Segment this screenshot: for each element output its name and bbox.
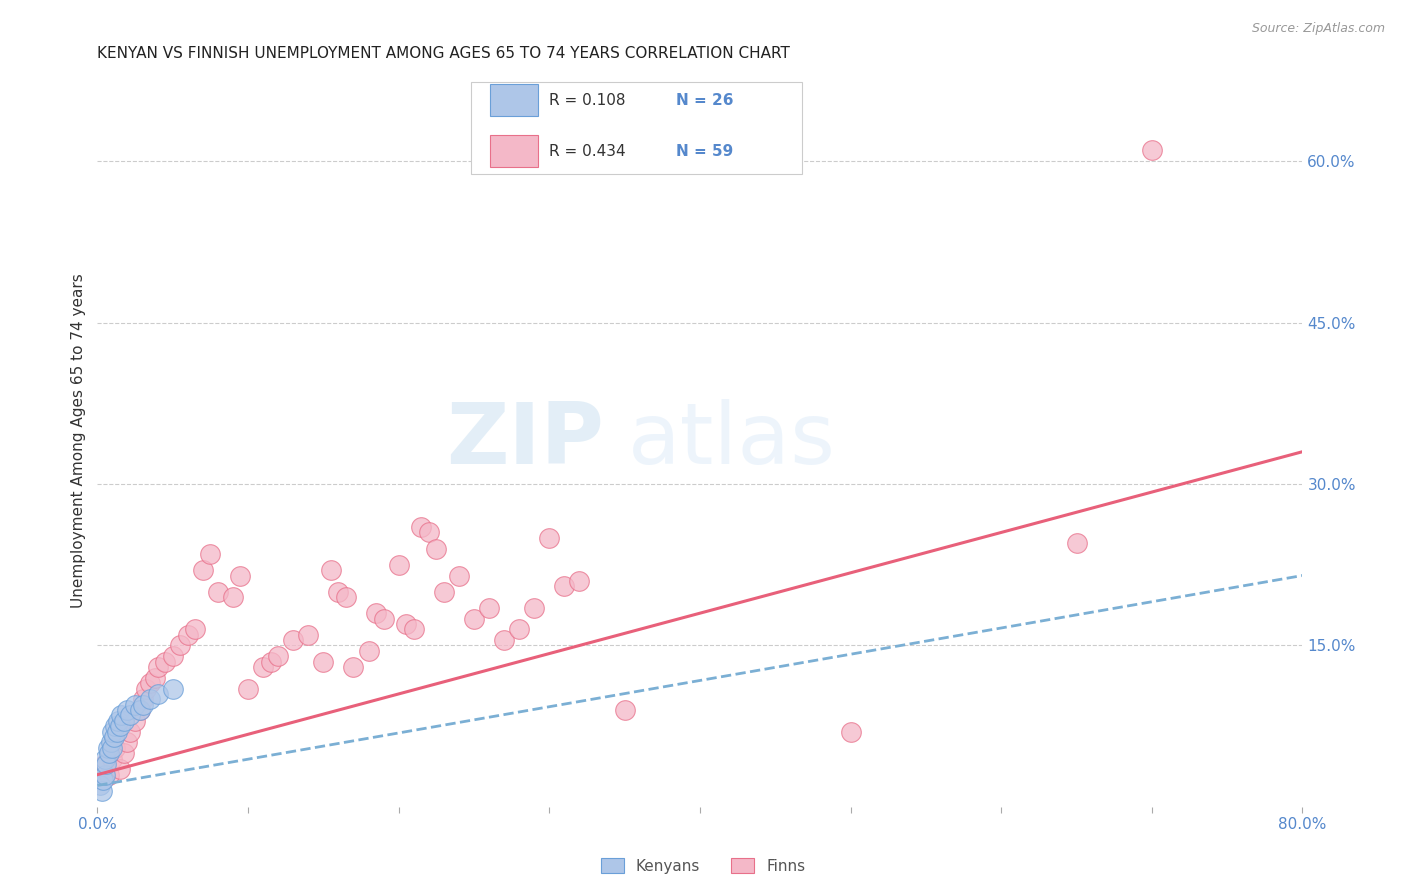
Point: [297, 628, 319, 642]
Point: [402, 623, 425, 637]
Point: [94, 767, 117, 781]
Point: [97, 740, 120, 755]
Point: [267, 649, 290, 664]
Point: [523, 600, 546, 615]
Point: [418, 525, 440, 540]
Point: [494, 633, 516, 648]
Point: [146, 660, 169, 674]
Point: [105, 724, 128, 739]
Text: ZIP: ZIP: [446, 400, 603, 483]
Point: [117, 703, 139, 717]
Point: [236, 681, 259, 696]
Text: N = 59: N = 59: [676, 144, 733, 159]
Point: [169, 639, 191, 653]
Point: [312, 655, 335, 669]
Point: [411, 520, 433, 534]
Point: [463, 611, 485, 625]
Point: [98, 767, 121, 781]
Point: [342, 660, 364, 674]
Point: [508, 623, 530, 637]
Point: [98, 746, 121, 760]
Point: [162, 681, 184, 696]
Text: N = 26: N = 26: [676, 93, 734, 108]
Point: [395, 617, 418, 632]
Text: Source: ZipAtlas.com: Source: ZipAtlas.com: [1251, 22, 1385, 36]
Point: [107, 714, 129, 728]
Point: [553, 579, 575, 593]
Point: [200, 547, 222, 561]
Point: [101, 740, 124, 755]
Point: [128, 703, 150, 717]
Point: [120, 708, 142, 723]
Point: [447, 568, 470, 582]
Point: [229, 568, 252, 582]
Point: [222, 590, 245, 604]
Point: [433, 584, 456, 599]
Point: [131, 692, 153, 706]
Point: [373, 611, 395, 625]
Text: R = 0.434: R = 0.434: [550, 144, 626, 159]
Text: KENYAN VS FINNISH UNEMPLOYMENT AMONG AGES 65 TO 74 YEARS CORRELATION CHART: KENYAN VS FINNISH UNEMPLOYMENT AMONG AGE…: [97, 46, 790, 62]
Point: [388, 558, 411, 572]
Point: [252, 660, 274, 674]
Point: [259, 655, 281, 669]
Point: [117, 735, 139, 749]
Text: atlas: atlas: [627, 400, 835, 483]
Point: [328, 584, 350, 599]
Point: [162, 649, 184, 664]
Point: [131, 698, 153, 712]
Point: [139, 692, 162, 706]
Point: [568, 574, 591, 588]
Point: [364, 606, 387, 620]
Point: [1140, 143, 1163, 157]
Point: [114, 746, 136, 760]
Point: [538, 531, 561, 545]
Point: [124, 714, 146, 728]
Point: [101, 751, 124, 765]
Point: [135, 681, 157, 696]
Point: [128, 703, 150, 717]
Point: [425, 541, 447, 556]
Point: [184, 623, 207, 637]
Legend: Kenyans, Finns: Kenyans, Finns: [595, 852, 811, 880]
Point: [110, 708, 132, 723]
Point: [120, 724, 142, 739]
Point: [108, 762, 131, 776]
Point: [1066, 536, 1088, 550]
Point: [90, 784, 112, 798]
Point: [153, 655, 176, 669]
Point: [143, 671, 166, 685]
Point: [177, 628, 200, 642]
Point: [108, 719, 131, 733]
Point: [357, 644, 380, 658]
Point: [191, 563, 214, 577]
Point: [100, 735, 122, 749]
Point: [207, 584, 229, 599]
FancyBboxPatch shape: [491, 136, 538, 168]
Point: [89, 779, 111, 793]
Point: [839, 724, 862, 739]
Point: [104, 719, 127, 733]
Point: [283, 633, 305, 648]
Point: [101, 724, 124, 739]
Point: [114, 714, 136, 728]
Point: [103, 730, 125, 744]
FancyBboxPatch shape: [471, 82, 803, 174]
Point: [319, 563, 342, 577]
Point: [146, 687, 169, 701]
Point: [104, 740, 127, 755]
Point: [96, 756, 118, 771]
Point: [139, 676, 162, 690]
Point: [335, 590, 357, 604]
Point: [124, 698, 146, 712]
Y-axis label: Unemployment Among Ages 65 to 74 years: Unemployment Among Ages 65 to 74 years: [72, 274, 86, 608]
Point: [94, 756, 117, 771]
Text: R = 0.108: R = 0.108: [550, 93, 626, 108]
Point: [613, 703, 636, 717]
Point: [94, 751, 117, 765]
FancyBboxPatch shape: [491, 84, 538, 116]
Point: [93, 773, 115, 788]
Point: [478, 600, 501, 615]
